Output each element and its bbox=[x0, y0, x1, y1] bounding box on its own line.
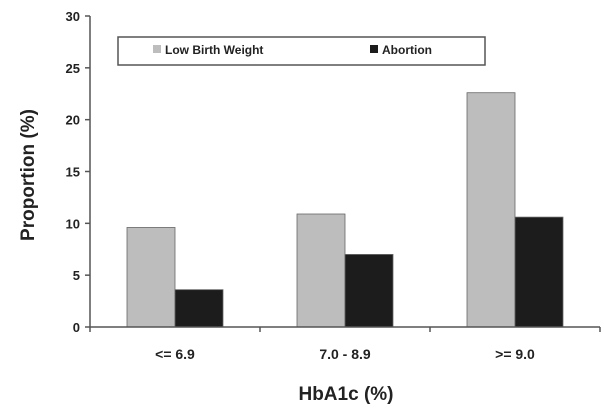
y-axis-title: Proportion (%) bbox=[18, 109, 39, 241]
bar-low-birth-weight bbox=[126, 227, 176, 328]
bar-abortion bbox=[514, 216, 564, 328]
y-tick-label: 30 bbox=[66, 9, 80, 24]
bar-low-birth-weight bbox=[296, 213, 346, 328]
y-tick-label: 20 bbox=[66, 113, 80, 128]
x-tick-label: <= 6.9 bbox=[155, 346, 195, 362]
y-tick-label: 25 bbox=[66, 61, 80, 76]
bars bbox=[126, 92, 564, 328]
y-tick-label: 5 bbox=[73, 268, 80, 283]
y-tick-label: 15 bbox=[66, 165, 80, 180]
bar-abortion bbox=[344, 254, 394, 328]
x-tick-label: 7.0 - 8.9 bbox=[319, 346, 371, 362]
y-tick-label: 0 bbox=[73, 320, 80, 335]
x-axis-title: HbA1c (%) bbox=[298, 384, 393, 405]
legend-swatch-low-birth-weight bbox=[153, 45, 161, 53]
legend: Low Birth Weight Abortion bbox=[117, 36, 486, 66]
bar-low-birth-weight bbox=[466, 92, 516, 328]
legend-label-abortion: Abortion bbox=[382, 43, 432, 57]
x-axis-ticks: <= 6.9 7.0 - 8.9 >= 9.0 bbox=[89, 327, 601, 362]
legend-box bbox=[117, 36, 486, 66]
legend-swatch-abortion bbox=[370, 45, 378, 53]
x-tick-label: >= 9.0 bbox=[495, 346, 535, 362]
legend-label-low-birth-weight: Low Birth Weight bbox=[165, 43, 263, 57]
bar-abortion bbox=[174, 289, 224, 328]
y-tick-label: 10 bbox=[66, 216, 80, 231]
y-axis-ticks: 0 5 10 15 20 25 30 bbox=[66, 9, 90, 335]
